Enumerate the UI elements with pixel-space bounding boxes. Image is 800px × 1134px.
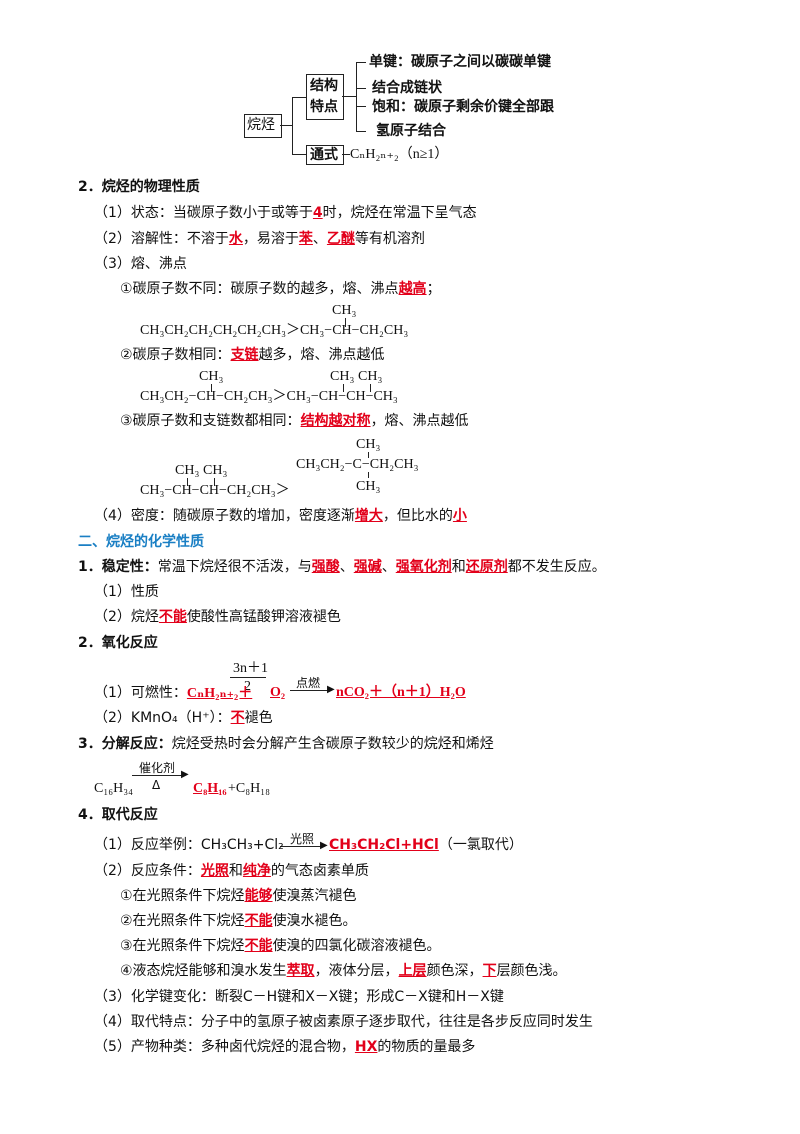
s3-q2: （2）反应条件：光照和纯净的气态卤素单质 xyxy=(94,863,369,879)
s3-kmno4: （2）KMnO₄（H⁺）：不褪色 xyxy=(94,710,273,726)
s2-rule1: ①碳原子数不同：碳原子数的越多，熔、沸点越高； xyxy=(120,281,441,297)
diagram-line xyxy=(292,154,306,155)
chem-bond xyxy=(368,472,369,478)
chem-1-ch3-top: CH₃ xyxy=(332,303,357,318)
chem-bond xyxy=(370,384,371,392)
arrow-head: ▶ xyxy=(327,684,335,695)
s3-q3: （3）化学键变化：断裂C－H键和X－X键；形成C－X键和H－X键 xyxy=(94,989,504,1005)
chem-bond xyxy=(211,384,212,392)
decomp-product-2: +C₈H₁₈ xyxy=(228,781,270,796)
s2-line1: （1）状态：当碳原子数小于或等于4时，烷烃在常温下呈气态 xyxy=(94,205,477,221)
o2-blank: O₂ xyxy=(270,685,286,700)
s3-oxidation-title: 2．氧化反应 xyxy=(78,635,158,651)
s2-line2: （2）溶解性：不溶于水，易溶于苯、乙醚等有机溶剂 xyxy=(94,231,425,247)
s3-q1: （1）反应举例：CH₃CH₃+Cl₂ xyxy=(94,837,284,853)
chem-2-ch3-a: CH₃ xyxy=(199,369,224,384)
s2-line3: （3）熔、沸点 xyxy=(94,256,187,272)
diagram-formula-box xyxy=(306,145,344,165)
s3-p1: （1）性质 xyxy=(94,584,159,600)
s3-c3: ③在光照条件下烷烃不能使溴的四氯化碳溶液褪色。 xyxy=(120,938,441,954)
arrow-line xyxy=(132,775,184,776)
s3-q4: （4）取代特点：分子中的氢原子被卤素原子逐步取代，往往是各步反应同时发生 xyxy=(94,1014,593,1030)
diagram-line xyxy=(342,96,356,97)
chem-bond xyxy=(345,318,346,327)
s3-substitution-title: 4．取代反应 xyxy=(78,807,158,823)
diagram-struct-1: 结构 xyxy=(310,78,338,94)
frac-line xyxy=(230,677,266,678)
chem-bond xyxy=(187,478,188,486)
diagram-leaf-1: 单键：碳原子之间以碳碳单键 xyxy=(369,54,551,70)
chem-2-ch3-c: CH₃ xyxy=(358,369,383,384)
diagram-line xyxy=(342,154,350,155)
diagram-leaf-2: 结合成链状 xyxy=(372,80,442,96)
chem-3b: CH₃CH₂−C−CH₂CH₃ xyxy=(296,457,419,472)
diagram-struct-box xyxy=(306,74,344,120)
diagram-leaf-4: 氢原子结合 xyxy=(376,123,446,139)
s2-rule3: ③碳原子数和支链数都相同：结构越对称，熔、沸点越低 xyxy=(120,413,469,429)
s3-decomposition: 3．分解反应：烷烃受热时会分解产生含碳原子数较少的烷烃和烯烃 xyxy=(78,736,494,752)
chem-bond xyxy=(343,384,344,392)
chem-2-ch3-b: CH₃ xyxy=(330,369,355,384)
s3-p2: （2）烷烃不能使酸性高锰酸钾溶液褪色 xyxy=(94,609,341,625)
s3-q1-products: CH₃CH₂Cl+HCl（一氯取代） xyxy=(329,837,523,853)
diagram-line xyxy=(280,125,292,126)
chem-3-ch3-a: CH₃ xyxy=(175,463,200,478)
arrow-label-light: 光照 xyxy=(290,832,315,846)
chem-3-ch3-bottom: CH₃ xyxy=(356,479,381,494)
frac-bot: 2 xyxy=(244,679,251,694)
diagram-line xyxy=(292,97,306,98)
chem-2: CH₃CH₂−CH−CH₂CH₃＞CH₃−CH−CH−CH₃ xyxy=(140,389,398,404)
chem-3: CH₃−CH−CH−CH₂CH₃＞ xyxy=(140,483,290,498)
chem-1: CH₃CH₂CH₂CH₂CH₂CH₃＞CH₃−CH−CH₂CH₃ xyxy=(140,323,409,338)
diagram-root: 烷烃 xyxy=(247,117,275,133)
decomp-reactant: C₁₆H₃₄ xyxy=(94,781,133,796)
arrow-head: ▶ xyxy=(181,769,189,780)
diagram-formula-label: 通式 xyxy=(310,147,338,163)
s2-title: 2．烷烃的物理性质 xyxy=(78,179,200,195)
diagram-root-box xyxy=(244,114,282,138)
diagram-leaf-3: 饱和：碳原子剩余价键全部跟 xyxy=(372,99,554,115)
s3-c1: ①在光照条件下烷烃能够使溴蒸汽褪色 xyxy=(120,888,357,904)
diagram-line xyxy=(356,62,357,132)
s2-line4: （4）密度：随碳原子数的增加，密度逐渐增大，但比水的小 xyxy=(94,508,467,524)
diagram-line xyxy=(356,106,366,107)
delta-label: Δ xyxy=(152,778,161,792)
s3-c4: ④液态烷烃能够和溴水发生萃取，液体分层，上层颜色深，下层颜色浅。 xyxy=(120,963,567,979)
diagram-line xyxy=(356,88,366,89)
arrow-head: ▶ xyxy=(320,840,328,851)
s3-combustion: （1）可燃性：CₙH₂ₙ₊₂＋ xyxy=(94,685,253,701)
arrow-line xyxy=(290,690,330,691)
frac-top: 3n＋1 xyxy=(233,661,268,676)
combustion-products: nCO₂＋（n＋1）H₂O xyxy=(336,685,466,700)
s3-stability: 1．稳定性：常温下烷烃很不活泼，与强酸、强碱、强氧化剂和还原剂都不发生反应。 xyxy=(78,559,606,575)
decomp-product: C₈H₁₆ xyxy=(193,781,227,796)
chem-bond xyxy=(214,478,215,486)
s3-c2: ②在光照条件下烷烃不能使溴水褪色。 xyxy=(120,913,357,929)
diagram-line xyxy=(292,97,293,154)
diagram-struct-2: 特点 xyxy=(310,99,338,115)
s2-rule2: ②碳原子数相同：支链越多，熔、沸点越低 xyxy=(120,347,385,363)
s3-q5: （5）产物种类：多种卤代烷烃的混合物，HX的物质的量最多 xyxy=(94,1039,476,1055)
arrow-line xyxy=(280,846,324,847)
arrow-label-ignite: 点燃 xyxy=(296,676,321,690)
catalyst-label: 催化剂 xyxy=(139,761,176,775)
chem-3-ch3-top: CH₃ xyxy=(356,437,381,452)
diagram-formula: CₙH₂ₙ₊₂（n≥1） xyxy=(350,147,449,162)
chem-bond xyxy=(368,452,369,458)
chem-3-ch3-b: CH₃ xyxy=(203,463,228,478)
diagram-line xyxy=(356,131,366,132)
section-heading: 二、烷烃的化学性质 xyxy=(78,534,204,550)
diagram-line xyxy=(356,62,366,63)
